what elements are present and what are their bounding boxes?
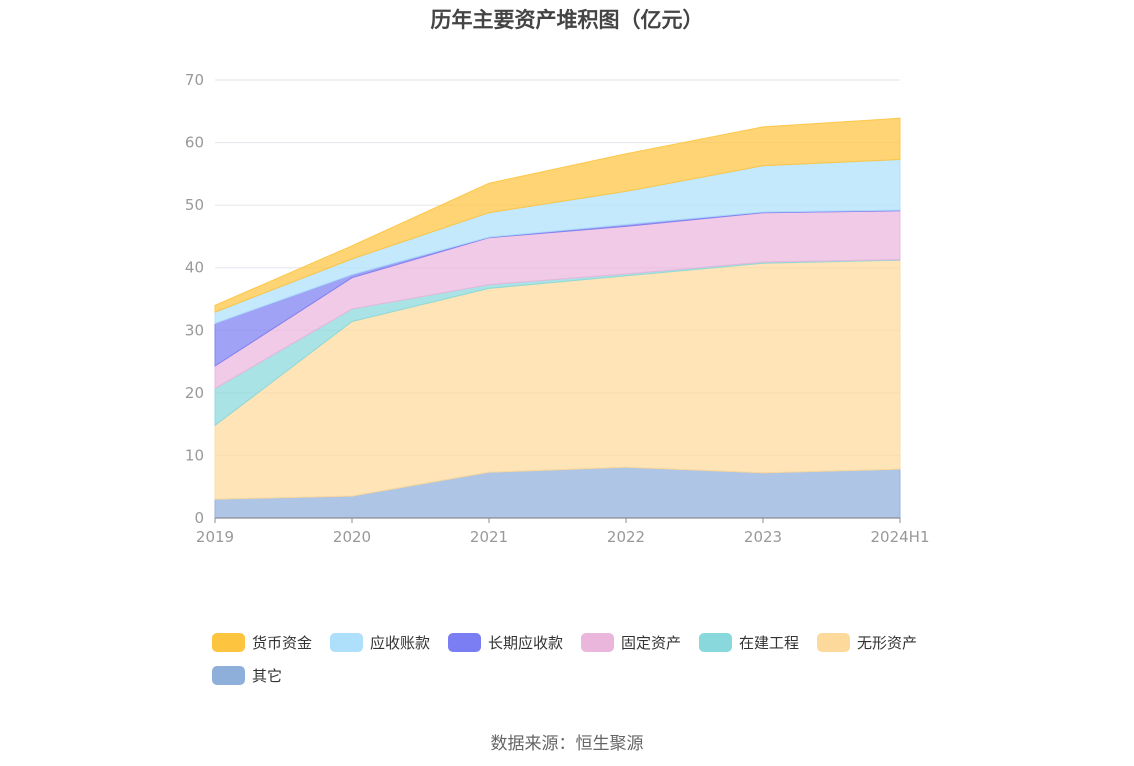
legend-item[interactable]: 其它 xyxy=(212,663,282,687)
legend-item[interactable]: 固定资产 xyxy=(581,630,681,654)
legend-item[interactable]: 无形资产 xyxy=(817,630,917,654)
legend-label: 货币资金 xyxy=(252,633,313,652)
x-tick-label: 2020 xyxy=(333,528,371,546)
legend-swatch xyxy=(581,632,614,652)
legend-item[interactable]: 在建工程 xyxy=(699,630,799,654)
area-series-6 xyxy=(214,117,901,313)
axes: 0 10 20 30 40 50 60 70 2019 2020 2021 2022 2023 2024H… xyxy=(185,71,930,546)
legend-swatch xyxy=(817,632,850,652)
legend-swatch xyxy=(330,632,363,652)
legend-item[interactable]: 应收账款 xyxy=(330,630,430,654)
x-tick-label: 2021 xyxy=(470,528,508,546)
x-tick-label: 2022 xyxy=(607,528,645,546)
legend-item[interactable]: 长期应收款 xyxy=(448,630,563,654)
y-tick-label: 20 xyxy=(185,384,204,402)
legend-label: 应收账款 xyxy=(370,633,431,652)
x-tick-label: 2019 xyxy=(196,528,234,546)
y-tick-label: 50 xyxy=(185,196,204,214)
legend-item[interactable]: 货币资金 xyxy=(212,630,312,654)
legend-swatch xyxy=(212,632,245,652)
legend-label: 在建工程 xyxy=(739,633,800,652)
legend-label: 其它 xyxy=(252,666,283,685)
y-tick-label: 0 xyxy=(194,509,204,527)
y-tick-label: 30 xyxy=(185,321,204,339)
legend-swatch xyxy=(448,632,481,652)
legend-label: 无形资产 xyxy=(857,633,918,652)
y-tick-label: 40 xyxy=(185,259,204,277)
area-series xyxy=(214,117,901,519)
source-note: 数据来源：恒生聚源 xyxy=(490,734,644,754)
legend-swatch xyxy=(699,632,732,652)
y-tick-label: 60 xyxy=(185,134,204,152)
y-tick-label: 10 xyxy=(185,446,204,464)
x-tick-label: 2023 xyxy=(744,528,782,546)
x-tick-label: 2024H1 xyxy=(871,528,930,546)
chart-title: 历年主要资产堆积图（亿元） xyxy=(430,8,704,32)
legend-label: 长期应收款 xyxy=(488,633,564,652)
y-tick-label: 70 xyxy=(185,71,204,89)
legend-swatch xyxy=(212,665,245,685)
legend-label: 固定资产 xyxy=(621,633,682,652)
